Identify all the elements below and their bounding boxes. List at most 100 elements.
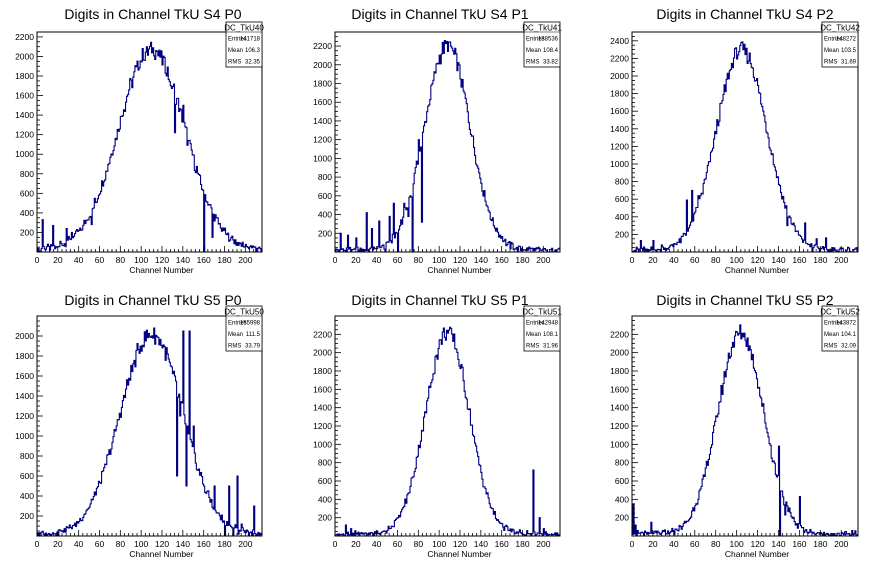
x-axis-label: Channel Number (725, 265, 789, 275)
y-tick-label: 600 (20, 471, 34, 481)
histogram-series-line (37, 327, 262, 537)
y-tick-label: 2200 (313, 41, 332, 51)
stats-label: RMS (228, 60, 241, 66)
x-tick-label: 200 (536, 255, 550, 265)
x-tick-label: 0 (333, 255, 338, 265)
x-tick-label: 60 (690, 255, 700, 265)
x-tick-label: 40 (669, 539, 679, 549)
x-tick-label: 20 (351, 255, 361, 265)
y-tick-label: 2000 (15, 331, 34, 341)
stats-label: Mean (824, 48, 839, 54)
stats-label: Mean (526, 48, 541, 54)
stats-label: Mean (228, 332, 243, 338)
x-tick-label: 60 (393, 255, 403, 265)
stats-name: DC_TkU41 (522, 24, 562, 33)
y-tick-label: 1000 (610, 439, 629, 449)
y-tick-label: 600 (20, 188, 34, 198)
y-tick-label: 600 (318, 476, 332, 486)
x-axis-label: Channel Number (129, 265, 193, 275)
stats-value: 108.1 (543, 332, 559, 338)
y-tick-label: 2200 (15, 32, 34, 42)
y-tick-label: 1200 (313, 135, 332, 145)
y-tick-label: 1400 (15, 391, 34, 401)
x-tick-label: 200 (238, 255, 252, 265)
x-tick-label: 80 (116, 539, 126, 549)
y-tick-label: 1800 (610, 89, 629, 99)
stats-label: Entries (228, 321, 247, 327)
x-tick-label: 0 (35, 539, 40, 549)
y-tick-label: 1400 (313, 403, 332, 413)
y-tick-label: 200 (615, 229, 629, 239)
x-tick-label: 100 (730, 255, 744, 265)
y-tick-label: 1600 (313, 97, 332, 107)
x-tick-label: 200 (834, 539, 848, 549)
y-tick-label: 1600 (15, 371, 34, 381)
y-tick-label: 2000 (610, 348, 629, 358)
stats-label: Mean (526, 332, 541, 338)
y-tick-label: 600 (318, 191, 332, 201)
x-tick-label: 140 (474, 539, 488, 549)
stats-name: DC_TkU52 (820, 308, 860, 317)
histogram-panel-3: Digits in Channel TkU S4 P2 0 20 40 60 80 100 1… (610, 6, 860, 275)
stats-value: 143872 (836, 321, 857, 327)
stats-name: DC_TkU40 (224, 24, 264, 33)
x-tick-label: 80 (116, 255, 126, 265)
stats-name: DC_TkU50 (224, 308, 264, 317)
y-tick-label: 1200 (610, 141, 629, 151)
x-tick-label: 180 (515, 255, 529, 265)
y-tick-label: 200 (20, 227, 34, 237)
y-tick-label: 1600 (313, 384, 332, 394)
x-tick-label: 20 (53, 255, 63, 265)
x-tick-label: 160 (792, 255, 806, 265)
stats-label: Mean (824, 332, 839, 338)
x-tick-label: 100 (134, 539, 148, 549)
stats-name: DC_TkU42 (820, 24, 860, 33)
y-tick-label: 1400 (313, 116, 332, 126)
y-tick-label: 600 (615, 476, 629, 486)
stats-value: 104.1 (841, 332, 857, 338)
x-tick-label: 200 (238, 539, 252, 549)
y-tick-label: 200 (318, 228, 332, 238)
y-tick-label: 1400 (610, 403, 629, 413)
y-tick-label: 1600 (15, 91, 34, 101)
y-tick-label: 1200 (313, 421, 332, 431)
x-tick-label: 20 (648, 539, 658, 549)
stats-value: 142948 (538, 321, 559, 327)
x-tick-label: 200 (834, 255, 848, 265)
y-tick-label: 600 (615, 194, 629, 204)
x-tick-label: 100 (432, 539, 446, 549)
x-tick-label: 60 (393, 539, 403, 549)
stats-label: RMS (526, 344, 539, 350)
x-axis-label: Channel Number (725, 549, 789, 559)
stats-label: RMS (824, 60, 837, 66)
x-axis-label: Channel Number (427, 549, 491, 559)
y-tick-label: 200 (615, 513, 629, 523)
y-tick-label: 2000 (313, 60, 332, 70)
stats-label: Entries (824, 37, 843, 43)
x-tick-label: 20 (351, 539, 361, 549)
x-tick-label: 0 (35, 255, 40, 265)
y-tick-label: 2000 (313, 348, 332, 358)
y-tick-label: 2400 (610, 36, 629, 46)
y-tick-label: 800 (615, 458, 629, 468)
x-tick-label: 60 (690, 539, 700, 549)
y-tick-label: 2200 (313, 329, 332, 339)
y-tick-label: 200 (318, 513, 332, 523)
y-tick-label: 400 (318, 210, 332, 220)
x-tick-label: 40 (74, 539, 84, 549)
stats-value: 155998 (240, 321, 261, 327)
y-tick-label: 1200 (15, 411, 34, 421)
stats-value: 103.5 (841, 48, 857, 54)
stats-value: 31.96 (543, 344, 559, 350)
y-tick-label: 1600 (610, 106, 629, 116)
y-tick-label: 1000 (15, 431, 34, 441)
x-tick-label: 140 (176, 539, 190, 549)
x-tick-label: 140 (771, 255, 785, 265)
x-tick-label: 140 (474, 255, 488, 265)
stats-value: 111.5 (246, 332, 261, 338)
y-tick-label: 1000 (15, 149, 34, 159)
panel-title: Digits in Channel TkU S5 P1 (351, 292, 528, 308)
